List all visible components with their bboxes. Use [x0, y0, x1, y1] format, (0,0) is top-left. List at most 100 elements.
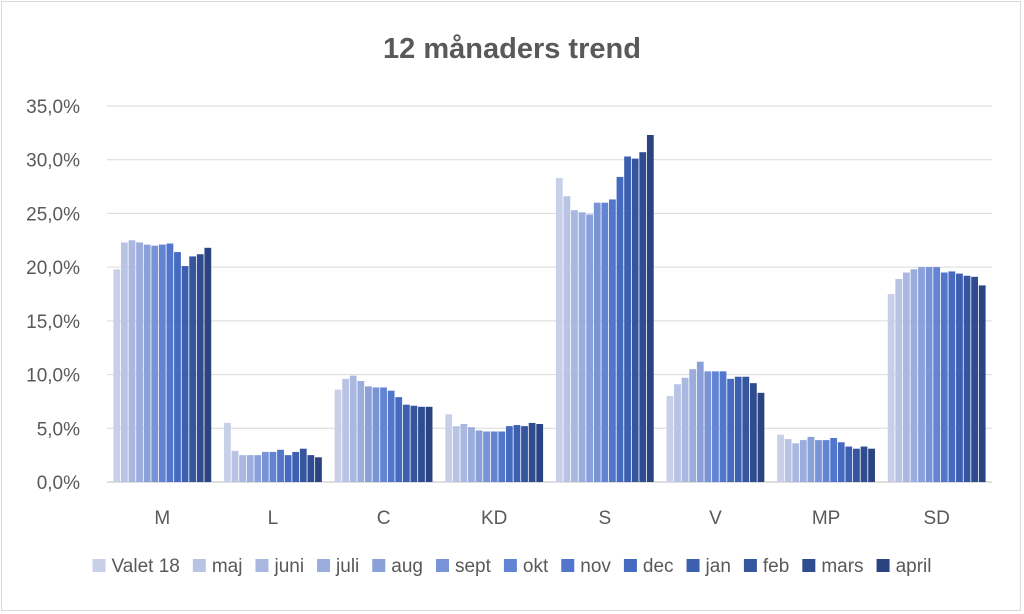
- bar: [261, 451, 269, 482]
- bar: [269, 451, 277, 482]
- bar: [742, 376, 750, 482]
- y-tick-label: 0,0%: [37, 473, 80, 494]
- legend-label: aug: [391, 556, 423, 577]
- bar: [734, 376, 742, 482]
- legend-swatch: [802, 559, 816, 572]
- bar: [410, 405, 418, 482]
- bar: [113, 269, 121, 482]
- legend-label: mars: [821, 556, 863, 577]
- bar: [498, 431, 506, 482]
- legend-label: jan: [705, 556, 731, 577]
- bar: [128, 240, 136, 482]
- bar: [563, 196, 571, 483]
- chart-title: 12 månaders trend: [383, 33, 641, 65]
- legend-swatch: [435, 559, 449, 572]
- bar: [521, 426, 528, 482]
- bar: [555, 177, 563, 482]
- bar: [513, 425, 521, 482]
- legend-label: okt: [523, 556, 549, 577]
- bar: [578, 212, 586, 482]
- legend-item: aug: [372, 556, 423, 577]
- bar: [689, 369, 697, 482]
- bar: [349, 375, 357, 482]
- bars: [113, 135, 986, 483]
- x-tick-label: M: [154, 508, 170, 529]
- legend-item: dec: [623, 556, 674, 577]
- bar: [505, 426, 513, 482]
- legend-label: april: [896, 556, 932, 577]
- bar: [460, 423, 468, 482]
- bar: [571, 210, 578, 482]
- bar: [940, 272, 948, 482]
- bar: [158, 244, 166, 482]
- bar: [246, 455, 254, 482]
- bar: [357, 381, 365, 482]
- bar: [910, 269, 918, 482]
- legend-label: juni: [273, 556, 304, 577]
- x-tick-label: MP: [812, 508, 841, 529]
- bar: [784, 439, 792, 482]
- legend-label: feb: [763, 556, 789, 577]
- bar: [387, 390, 395, 482]
- bar: [445, 414, 453, 482]
- legend-item: mars: [802, 556, 864, 577]
- gridlines: [107, 105, 992, 483]
- bar: [380, 387, 387, 482]
- bar: [815, 440, 822, 482]
- bar: [971, 276, 979, 482]
- bar: [681, 377, 689, 482]
- bar: [593, 202, 601, 482]
- x-tick-label: KD: [481, 508, 507, 529]
- legend-swatch: [503, 559, 517, 572]
- bar: [475, 430, 483, 482]
- bar: [204, 247, 212, 482]
- bar: [719, 371, 727, 482]
- bar: [727, 378, 735, 482]
- bar: [918, 267, 925, 482]
- bar: [120, 242, 128, 482]
- y-tick-label: 25,0%: [26, 204, 80, 225]
- bar: [402, 404, 410, 482]
- bar: [956, 273, 963, 482]
- bar: [757, 392, 765, 482]
- bar: [418, 406, 425, 482]
- legend: Valet 18 maj juni juli aug sept okt nov dec jan fe…: [92, 556, 932, 577]
- legend-item: Valet 18: [92, 556, 180, 577]
- bar: [631, 158, 639, 482]
- bar: [277, 449, 284, 482]
- legend-swatch: [623, 559, 637, 572]
- bar: [364, 386, 372, 482]
- bar: [807, 436, 815, 482]
- y-tick-label: 35,0%: [26, 97, 80, 118]
- bar: [887, 294, 895, 482]
- bar: [868, 448, 875, 482]
- bar: [307, 455, 315, 482]
- bar: [586, 214, 594, 482]
- legend-swatch: [743, 559, 757, 572]
- bar: [181, 266, 189, 482]
- bar: [837, 442, 845, 482]
- bar: [963, 275, 971, 482]
- bar: [189, 256, 197, 482]
- x-tick-label: C: [377, 508, 391, 529]
- legend-label: juli: [335, 556, 359, 577]
- legend-swatch: [92, 559, 106, 572]
- bar: [342, 378, 350, 482]
- x-axis: M L C KD S V MP SD: [154, 508, 949, 529]
- legend-swatch: [317, 559, 331, 572]
- bar: [284, 455, 292, 482]
- bar: [933, 267, 941, 482]
- legend-swatch: [686, 559, 700, 572]
- bar: [609, 199, 616, 482]
- bar: [254, 455, 262, 482]
- x-tick-label: V: [709, 508, 722, 529]
- bar: [151, 245, 159, 482]
- bar: [299, 448, 307, 482]
- bar: [902, 272, 910, 482]
- legend-item: juli: [317, 556, 359, 577]
- legend-item: april: [876, 556, 932, 577]
- bar: [536, 423, 544, 482]
- legend-item: okt: [503, 556, 549, 577]
- bar: [674, 384, 681, 482]
